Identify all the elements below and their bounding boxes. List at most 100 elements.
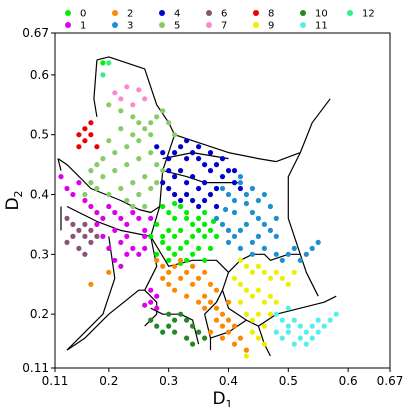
point-cluster-0-24 — [207, 245, 214, 251]
point-cluster-9-19 — [243, 311, 249, 317]
point-cluster-10-1 — [154, 323, 160, 329]
legend-marker-11 — [300, 22, 306, 28]
point-cluster-5-2 — [130, 114, 136, 120]
point-cluster-10-4 — [172, 317, 178, 323]
voronoi-boundary-4 — [144, 236, 158, 291]
point-cluster-0-14 — [196, 245, 202, 251]
point-cluster-5-6 — [154, 114, 160, 120]
point-cluster-4-33 — [207, 150, 214, 156]
legend-label-2: 2 — [127, 9, 133, 20]
point-cluster-4-30 — [196, 203, 202, 210]
point-cluster-2-18 — [219, 323, 226, 329]
point-cluster-10-7 — [190, 323, 196, 329]
point-cluster-7-1 — [124, 84, 130, 90]
point-cluster-10-9 — [202, 335, 208, 341]
point-cluster-9-4 — [261, 269, 267, 275]
point-cluster-0-33 — [166, 257, 172, 263]
point-cluster-8-5 — [76, 144, 82, 150]
point-cluster-5-20 — [148, 150, 154, 156]
point-cluster-3-15 — [237, 227, 243, 233]
point-cluster-3-29 — [303, 251, 309, 257]
point-cluster-1-6 — [100, 215, 106, 221]
voronoi-boundary-10 — [228, 253, 301, 273]
point-cluster-4-32 — [196, 144, 202, 150]
legend-label-9: 9 — [268, 21, 274, 32]
point-cluster-1-22 — [136, 251, 142, 257]
point-cluster-11-7 — [315, 329, 321, 335]
point-cluster-5-5 — [148, 120, 154, 126]
point-cluster-0-19 — [172, 251, 178, 257]
voronoi-boundary-15 — [210, 319, 247, 339]
point-cluster-0-11 — [178, 227, 184, 233]
point-cluster-1-25 — [148, 215, 154, 221]
point-cluster-4-35 — [231, 168, 238, 174]
point-cluster-5-30 — [136, 191, 142, 198]
point-cluster-5-1 — [118, 108, 124, 114]
point-cluster-6-8 — [94, 233, 100, 239]
point-cluster-3-22 — [249, 239, 255, 245]
point-cluster-4-24 — [160, 180, 166, 186]
point-cluster-9-14 — [255, 287, 261, 293]
point-cluster-6-5 — [76, 245, 82, 251]
legend-label-11: 11 — [315, 21, 328, 32]
x-tick-label-5: 0.6 — [339, 374, 358, 388]
point-cluster-3-32 — [237, 174, 243, 180]
point-cluster-2-29 — [219, 335, 226, 341]
point-cluster-1-4 — [88, 203, 94, 210]
point-cluster-1-15 — [124, 251, 130, 257]
point-cluster-5-0 — [106, 102, 112, 108]
point-cluster-3-30 — [309, 245, 315, 251]
point-cluster-0-9 — [166, 227, 172, 233]
point-cluster-5-33 — [130, 203, 136, 210]
point-cluster-4-34 — [219, 156, 226, 162]
point-cluster-3-25 — [279, 257, 285, 263]
point-cluster-5-18 — [124, 162, 130, 168]
legend-label-7: 7 — [221, 21, 227, 32]
point-cluster-5-36 — [172, 132, 178, 138]
point-cluster-3-5 — [249, 185, 255, 192]
point-cluster-1-21 — [124, 233, 130, 239]
legend-marker-6 — [206, 10, 212, 16]
point-cluster-7-5 — [142, 96, 148, 102]
point-cluster-6-3 — [82, 233, 88, 239]
point-cluster-11-15 — [303, 341, 309, 347]
point-cluster-3-6 — [255, 197, 261, 204]
voronoi-boundary-2 — [66, 236, 116, 351]
point-cluster-3-12 — [255, 215, 261, 221]
point-cluster-4-11 — [219, 174, 226, 180]
point-cluster-4-5 — [184, 156, 190, 162]
point-cluster-9-11 — [237, 281, 243, 287]
point-cluster-4-9 — [207, 168, 214, 174]
point-cluster-9-22 — [261, 323, 267, 329]
x-tick-label-4: 0.5 — [279, 374, 298, 388]
legend-marker-9 — [253, 22, 259, 28]
point-cluster-10-10 — [166, 311, 172, 317]
point-cluster-3-24 — [273, 251, 279, 257]
point-cluster-6-0 — [64, 215, 70, 221]
point-cluster-3-35 — [273, 233, 279, 239]
point-cluster-1-30 — [154, 305, 160, 311]
point-cluster-0-16 — [207, 227, 214, 233]
point-cluster-0-26 — [160, 233, 166, 239]
point-cluster-3-23 — [261, 245, 267, 251]
point-cluster-1-12 — [136, 215, 142, 221]
legend-marker-12 — [347, 10, 353, 16]
point-cluster-9-27 — [267, 311, 273, 317]
point-cluster-1-17 — [112, 257, 118, 263]
point-cluster-4-23 — [213, 185, 220, 192]
voronoi-boundary-3 — [66, 289, 158, 351]
point-cluster-3-14 — [243, 221, 249, 227]
point-cluster-0-28 — [202, 221, 208, 227]
legend-marker-4 — [159, 10, 165, 16]
point-cluster-3-37 — [243, 200, 249, 207]
point-cluster-4-13 — [231, 180, 238, 186]
point-cluster-7-3 — [118, 96, 124, 102]
point-cluster-5-26 — [94, 185, 100, 192]
point-cluster-3-19 — [213, 215, 220, 221]
legend-label-3: 3 — [127, 21, 133, 32]
point-cluster-11-9 — [327, 317, 333, 323]
point-cluster-3-13 — [249, 209, 255, 216]
legend-marker-0 — [65, 10, 71, 16]
